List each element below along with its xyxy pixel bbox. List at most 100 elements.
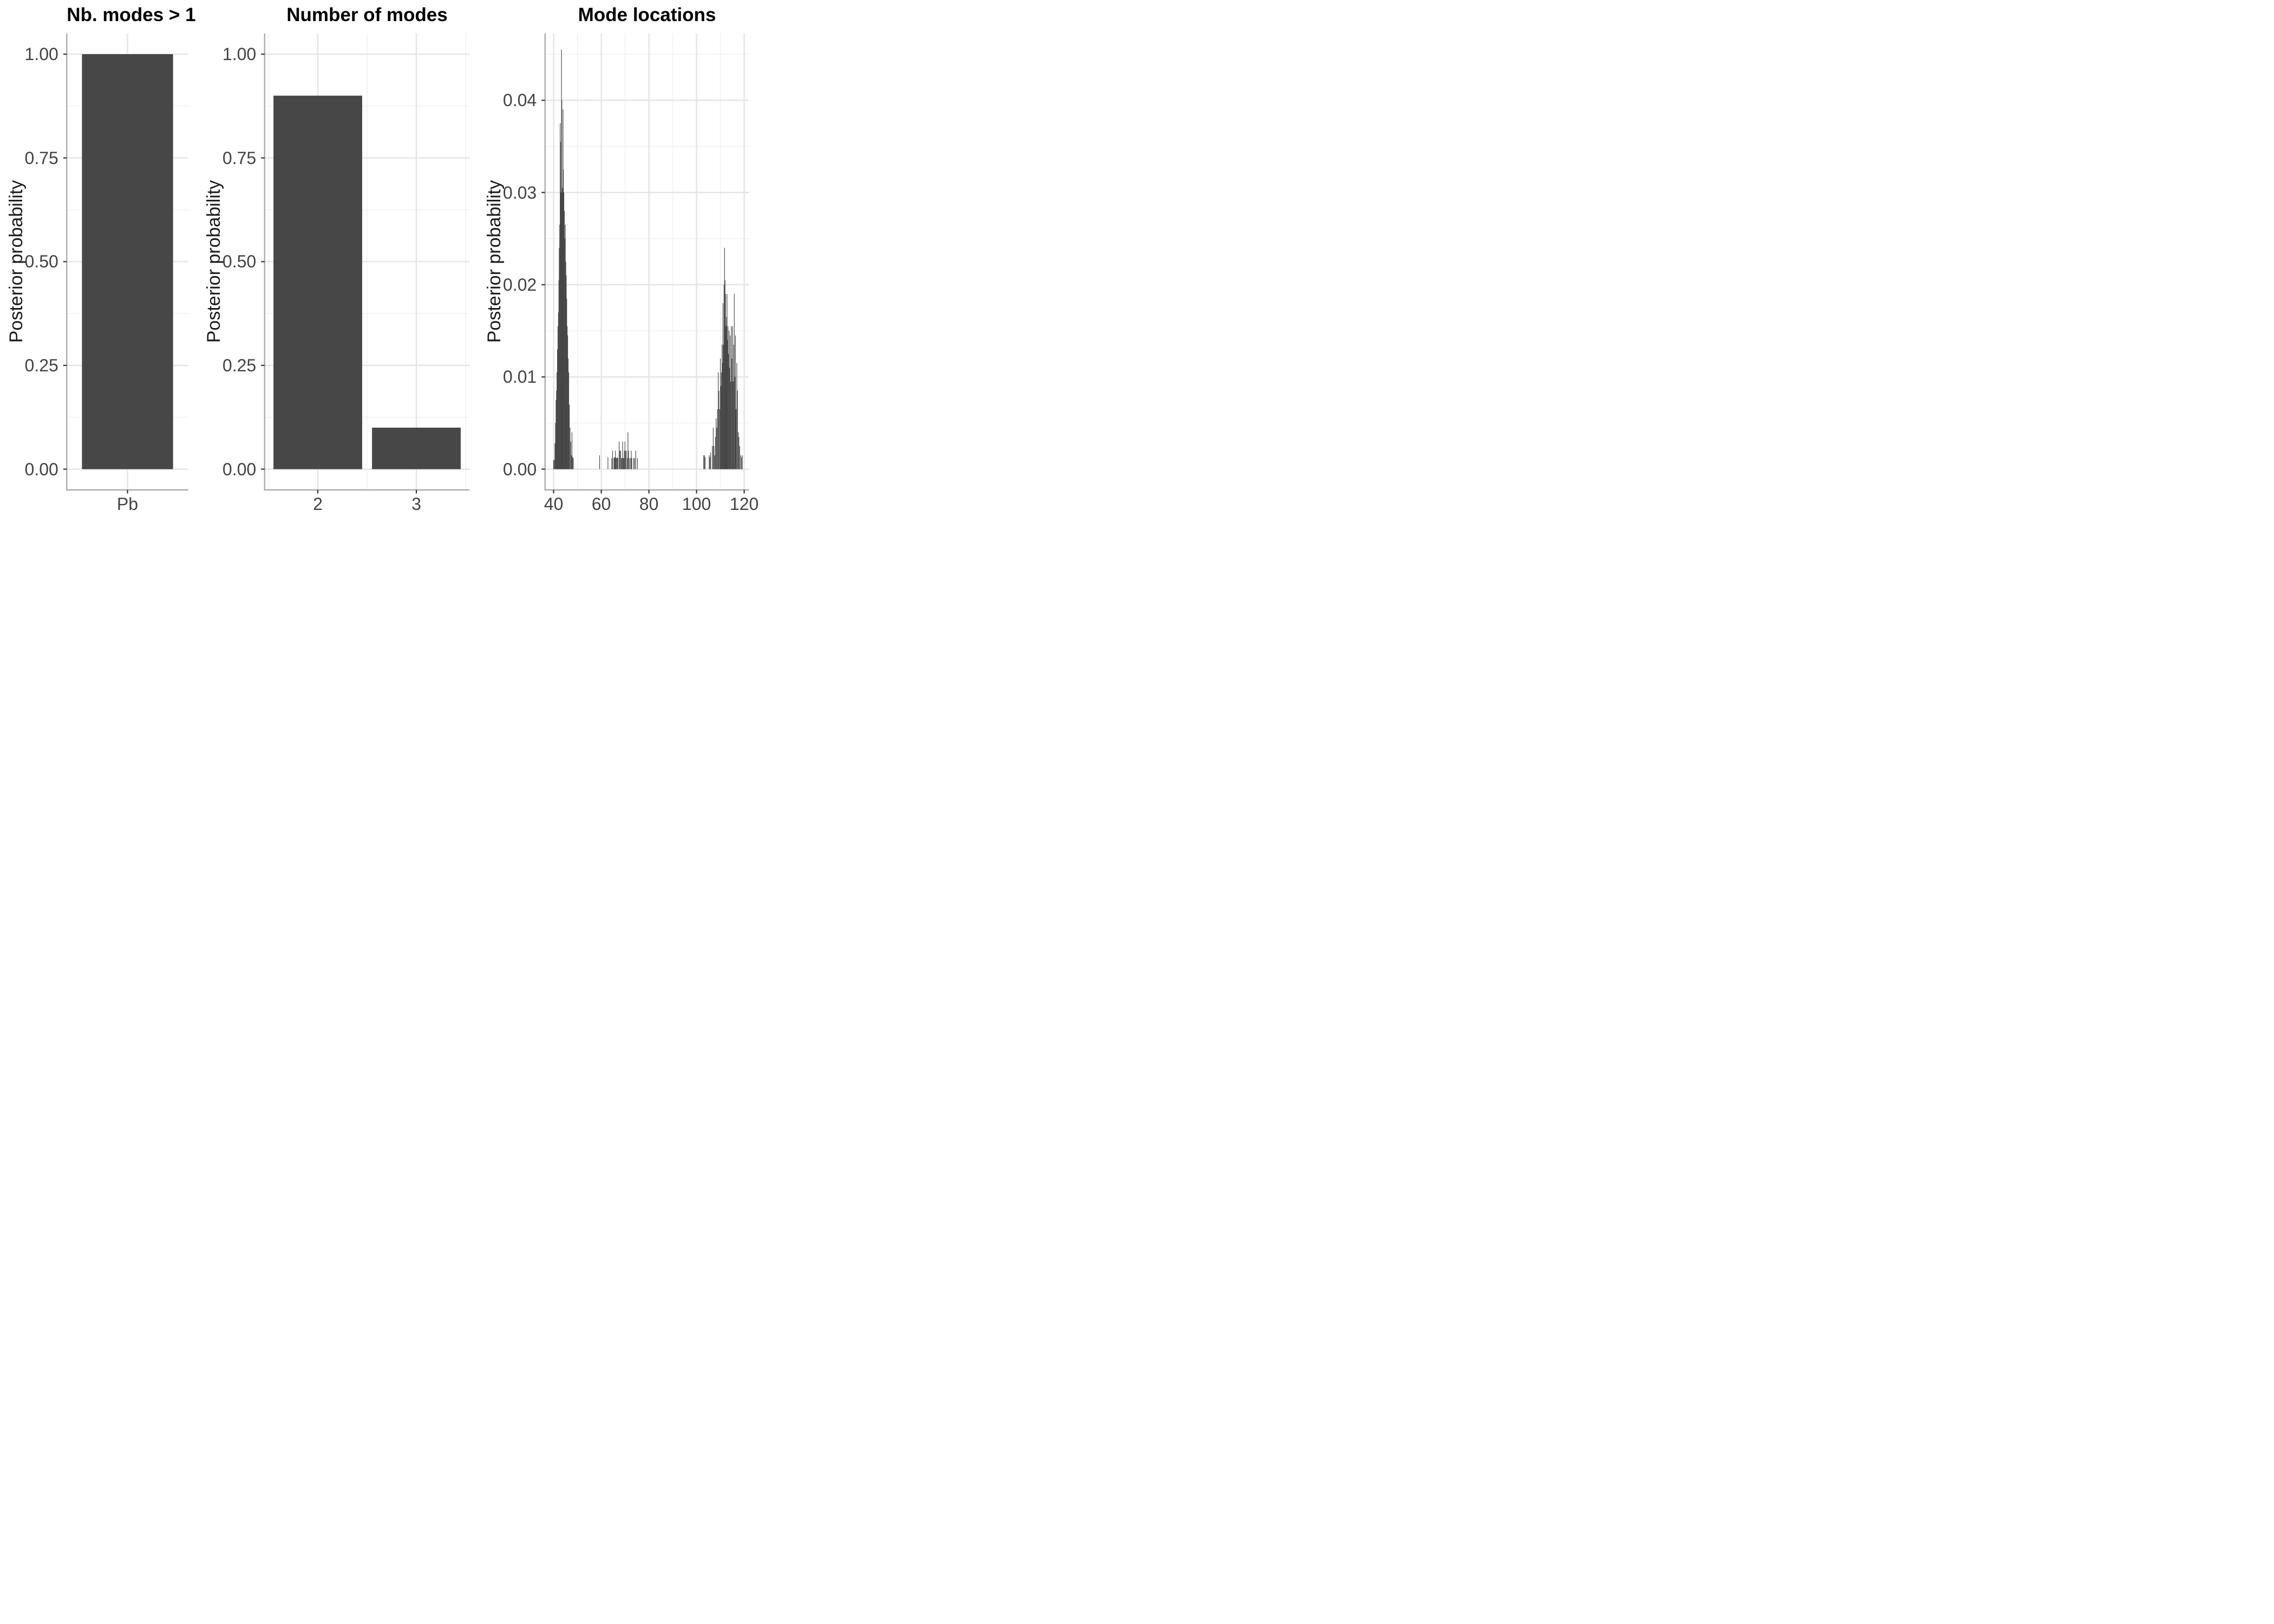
x-tick-label: 2 [313, 494, 323, 514]
spike [731, 358, 733, 469]
spike [612, 450, 613, 469]
panel2-title: Number of modes [286, 4, 448, 25]
spike [624, 450, 625, 469]
spike [615, 450, 616, 469]
spike [622, 441, 623, 469]
spike [628, 450, 629, 469]
spike [736, 363, 737, 469]
spike [561, 192, 563, 469]
y-tick-label: 0.02 [502, 274, 537, 294]
spike [729, 368, 730, 469]
spike [714, 455, 715, 469]
spike [725, 293, 726, 469]
bar-Pb [82, 54, 173, 469]
spike [728, 353, 729, 469]
spike [607, 457, 609, 469]
spike [625, 450, 626, 469]
y-tick-label: 0.25 [222, 356, 257, 375]
y-tick-label: 0.00 [24, 459, 58, 479]
spike [560, 192, 561, 469]
spike [556, 390, 557, 469]
spike [599, 455, 600, 469]
spike [561, 100, 563, 469]
y-tick-label: 0.25 [24, 356, 58, 375]
spike [711, 446, 713, 469]
spike [620, 450, 621, 469]
y-tick-label: 0.03 [502, 182, 537, 202]
spike [630, 458, 631, 469]
spike [726, 317, 727, 469]
spike [571, 455, 572, 469]
spike [737, 390, 738, 469]
y-tick-label: 1.00 [222, 44, 257, 64]
y-tick-label: 0.50 [24, 252, 58, 272]
spike [741, 457, 742, 469]
spike [730, 381, 731, 469]
x-tick-label: Pb [116, 494, 139, 514]
spike [631, 458, 632, 469]
spike [727, 340, 728, 469]
spike [734, 293, 735, 469]
x-tick-label: 100 [682, 494, 711, 514]
spike [713, 428, 714, 469]
x-tick-label: 120 [729, 494, 759, 514]
spike [554, 443, 556, 469]
panel-3 [541, 33, 749, 494]
bar-2 [273, 95, 362, 469]
y-tick-label: 0.00 [222, 459, 257, 479]
spike [740, 455, 741, 469]
spike [562, 188, 563, 469]
spike [703, 455, 704, 469]
spike [563, 169, 564, 469]
spike [565, 225, 566, 469]
spike [718, 390, 720, 469]
spike [720, 358, 721, 469]
spike [737, 432, 739, 469]
y-tick-label: 0.75 [222, 148, 257, 168]
spike [560, 141, 561, 469]
spike [564, 211, 565, 469]
spike [619, 450, 620, 469]
spike [724, 247, 725, 469]
panel3-y-axis-title: Posterior probability [484, 180, 505, 343]
figure: Nb. modes > 1 Number of modes Mode locat… [0, 0, 759, 541]
spike [735, 335, 736, 469]
spike [557, 349, 558, 469]
spike [732, 326, 733, 469]
y-tick-label: 0.00 [502, 459, 537, 479]
panel1-title: Nb. modes > 1 [67, 4, 196, 25]
spike [613, 458, 615, 469]
spike [555, 423, 556, 469]
spike [721, 372, 722, 469]
spike [637, 458, 638, 469]
spike [572, 457, 573, 469]
spike [724, 280, 726, 469]
panel3-title: Mode locations [578, 4, 716, 25]
y-tick-label: 1.00 [24, 44, 58, 64]
y-tick-label: 0.04 [502, 90, 537, 110]
y-tick-label: 0.75 [24, 148, 58, 168]
spike [623, 458, 624, 469]
spike [553, 460, 554, 469]
spike [629, 458, 630, 469]
y-tick-label: 0.01 [502, 367, 537, 387]
chart-canvas [63, 33, 749, 494]
x-tick-label: 60 [591, 494, 611, 514]
spike [565, 261, 566, 469]
panel-2 [261, 33, 470, 494]
bar-3 [372, 428, 461, 469]
spike [715, 437, 716, 469]
spike [621, 458, 622, 469]
spike [568, 372, 570, 469]
spike [611, 458, 612, 469]
panel-1 [63, 33, 188, 494]
x-tick-label: 3 [411, 494, 421, 514]
spike [558, 312, 559, 469]
spike [633, 458, 634, 469]
x-tick-label: 40 [544, 494, 564, 514]
spike [569, 404, 570, 469]
spike [559, 225, 560, 469]
spike [566, 298, 567, 469]
spike [716, 428, 717, 469]
y-tick-label: 0.50 [222, 252, 257, 272]
